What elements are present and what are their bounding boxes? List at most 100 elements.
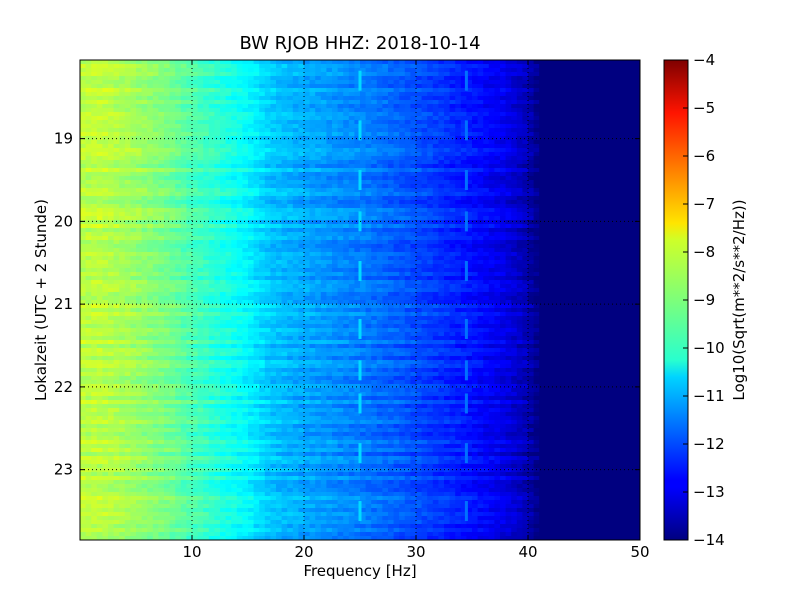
heatmap-cell [102, 168, 109, 173]
heatmap-cell [108, 200, 115, 205]
heatmap-cell [130, 188, 137, 193]
heatmap-cell [164, 248, 171, 253]
heatmap-cell [108, 244, 115, 249]
heatmap-cell [584, 240, 591, 245]
heatmap-cell [292, 236, 299, 241]
heatmap-cell [393, 76, 400, 81]
heatmap-cell [220, 256, 227, 261]
heatmap-cell [393, 156, 400, 161]
heatmap-cell [371, 180, 378, 185]
heatmap-cell [309, 64, 316, 69]
heatmap-cell [242, 112, 249, 117]
heatmap-cell [376, 60, 383, 65]
heatmap-cell [371, 72, 378, 77]
heatmap-cell [488, 68, 495, 73]
heatmap-cell [556, 228, 563, 233]
heatmap-cell [522, 224, 529, 229]
heatmap-cell [556, 84, 563, 89]
heatmap-cell [197, 80, 204, 85]
heatmap-cell [578, 160, 585, 165]
heatmap-cell [231, 184, 238, 189]
heatmap-cell [332, 176, 339, 181]
heatmap-cell [236, 248, 243, 253]
heatmap-cell [169, 112, 176, 117]
heatmap-cell [203, 88, 210, 93]
heatmap-cell [427, 164, 434, 169]
heatmap-cell [304, 220, 311, 225]
heatmap-cell [416, 128, 423, 133]
heatmap-cell [197, 168, 204, 173]
heatmap-cell [516, 76, 523, 81]
heatmap-cell [444, 116, 451, 121]
heatmap-cell [124, 164, 131, 169]
heatmap-cell [91, 232, 98, 237]
heatmap-cell [623, 228, 630, 233]
heatmap-cell [393, 140, 400, 145]
heatmap-cell [584, 176, 591, 181]
heatmap-cell [410, 116, 417, 121]
heatmap-cell [108, 140, 115, 145]
heatmap-cell [371, 192, 378, 197]
heatmap-cell [561, 60, 568, 65]
heatmap-cell [91, 92, 98, 97]
heatmap-cell [365, 80, 372, 85]
heatmap-cell [388, 144, 395, 149]
heatmap-cell [432, 244, 439, 249]
heatmap-cell [477, 212, 484, 217]
heatmap-cell [152, 152, 159, 157]
heatmap-cell [197, 124, 204, 129]
heatmap-cell [410, 124, 417, 129]
heatmap-cell [248, 104, 255, 109]
heatmap-cell [248, 128, 255, 133]
heatmap-cell [455, 180, 462, 185]
heatmap-cell [421, 108, 428, 113]
heatmap-cell [147, 100, 154, 105]
heatmap-cell [141, 208, 148, 213]
heatmap-cell [169, 256, 176, 261]
heatmap-cell [544, 136, 551, 141]
heatmap-cell [589, 248, 596, 253]
heatmap-cell [348, 244, 355, 249]
heatmap-cell [572, 224, 579, 229]
heatmap-cell [522, 92, 529, 97]
heatmap-cell [225, 220, 232, 225]
heatmap-cell [595, 240, 602, 245]
heatmap-cell [113, 200, 120, 205]
heatmap-cell [589, 244, 596, 249]
heatmap-cell [208, 68, 215, 73]
heatmap-cell [270, 136, 277, 141]
heatmap-cell [449, 104, 456, 109]
heatmap-cell [242, 192, 249, 197]
heatmap-cell [500, 224, 507, 229]
heatmap-cell [444, 188, 451, 193]
heatmap-cell [119, 96, 126, 101]
heatmap-cell [404, 188, 411, 193]
heatmap-cell [606, 108, 613, 113]
heatmap-cell [180, 208, 187, 213]
heatmap-cell [410, 196, 417, 201]
heatmap-cell [382, 204, 389, 209]
heatmap-cell [522, 128, 529, 133]
heatmap-cell [623, 160, 630, 165]
heatmap-cell [113, 220, 120, 225]
heatmap-cell [225, 204, 232, 209]
heatmap-cell [343, 256, 350, 261]
heatmap-cell [298, 72, 305, 77]
heatmap-cell [91, 108, 98, 113]
heatmap-cell [158, 224, 165, 229]
heatmap-cell [500, 248, 507, 253]
heatmap-cell [516, 140, 523, 145]
heatmap-cell [393, 240, 400, 245]
heatmap-cell [376, 168, 383, 173]
heatmap-cell [466, 84, 473, 89]
heatmap-cell [516, 172, 523, 177]
heatmap-cell [158, 116, 165, 121]
heatmap-cell [214, 84, 221, 89]
heatmap-cell [522, 180, 529, 185]
heatmap-cell [572, 240, 579, 245]
heatmap-cell [522, 100, 529, 105]
heatmap-cell [158, 212, 165, 217]
heatmap-cell [287, 100, 294, 105]
heatmap-cell [326, 152, 333, 157]
heatmap-cell [472, 76, 479, 81]
